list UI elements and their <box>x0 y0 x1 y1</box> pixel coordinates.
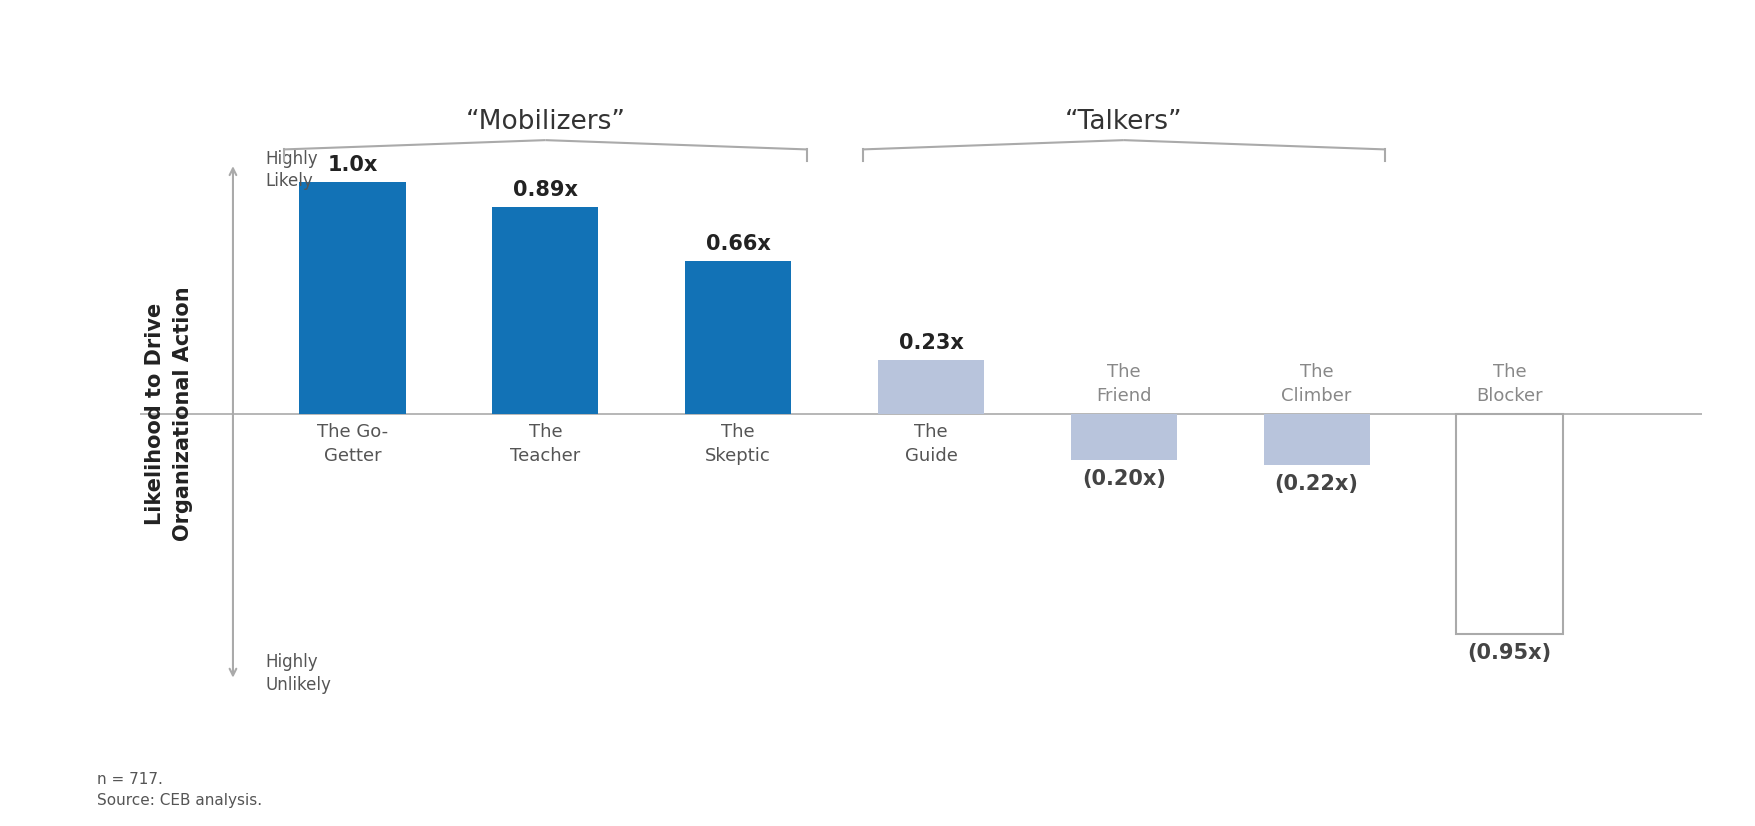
Text: The
Climber: The Climber <box>1281 363 1351 405</box>
Text: (0.95x): (0.95x) <box>1467 643 1551 663</box>
Bar <box>300 182 405 414</box>
Text: The
Teacher: The Teacher <box>511 423 581 465</box>
Bar <box>493 207 598 414</box>
Bar <box>878 360 985 414</box>
Text: (0.20x): (0.20x) <box>1081 469 1165 490</box>
Bar <box>1457 414 1562 634</box>
Text: 0.66x: 0.66x <box>706 234 770 254</box>
Text: Highly
Likely: Highly Likely <box>265 150 318 190</box>
Bar <box>1264 414 1369 465</box>
Text: “Mobilizers”: “Mobilizers” <box>465 110 625 135</box>
Text: 0.23x: 0.23x <box>899 334 963 354</box>
Text: The
Friend: The Friend <box>1097 363 1151 405</box>
Text: 1.0x: 1.0x <box>328 155 377 175</box>
Text: n = 717.
Source: CEB analysis.: n = 717. Source: CEB analysis. <box>97 771 261 808</box>
Text: (0.22x): (0.22x) <box>1274 474 1358 494</box>
Text: The
Blocker: The Blocker <box>1476 363 1543 405</box>
Text: The
Guide: The Guide <box>904 423 958 465</box>
Text: 0.89x: 0.89x <box>512 180 577 201</box>
Text: Likelihood to Drive
Organizational Action: Likelihood to Drive Organizational Actio… <box>146 287 193 541</box>
Text: Highly
Unlikely: Highly Unlikely <box>265 653 332 694</box>
Text: The Go-
Getter: The Go- Getter <box>318 423 388 465</box>
Bar <box>1071 414 1178 460</box>
Text: “Talkers”: “Talkers” <box>1065 110 1183 135</box>
Bar <box>684 261 792 414</box>
Text: The
Skeptic: The Skeptic <box>706 423 770 465</box>
